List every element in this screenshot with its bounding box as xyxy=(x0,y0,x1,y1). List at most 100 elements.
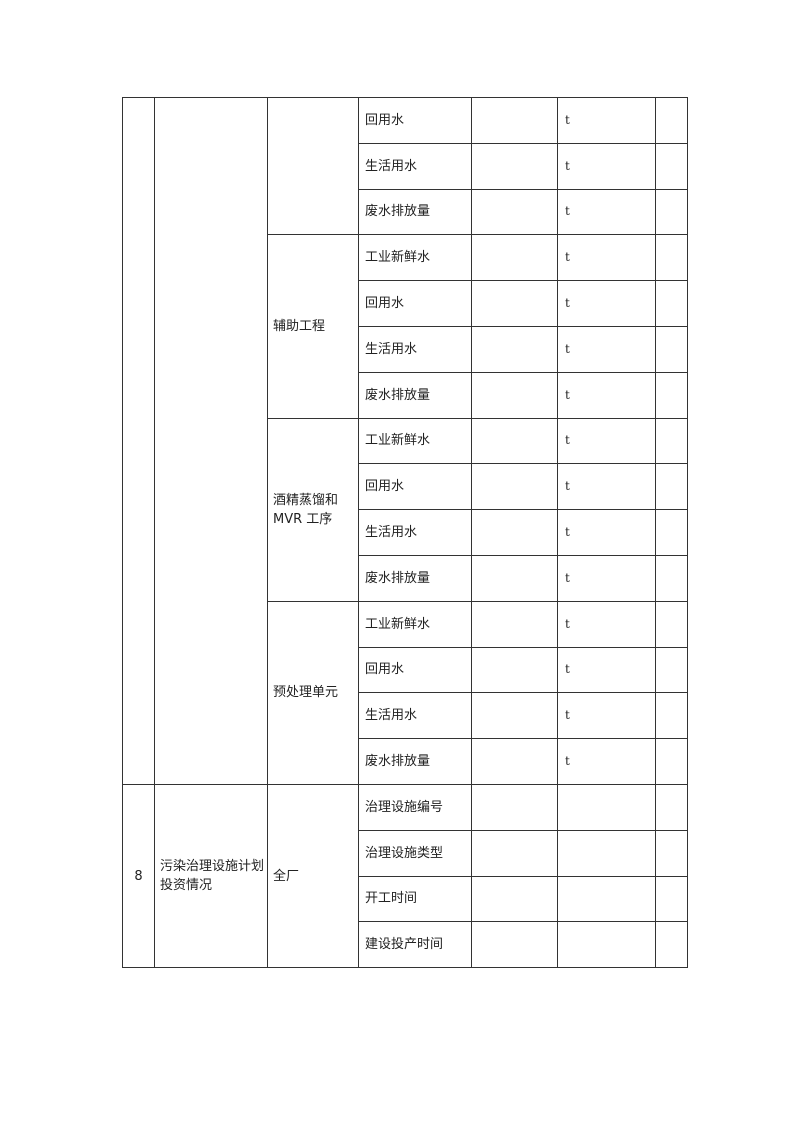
remark-cell xyxy=(655,600,688,648)
value-cell xyxy=(471,417,558,465)
value-cell xyxy=(471,738,558,785)
unit-group-cell: 预处理单元 xyxy=(267,600,359,785)
item-label-cell: 治理设施编号 xyxy=(358,783,472,831)
remark-cell xyxy=(655,509,688,556)
item-label-cell: 回用水 xyxy=(358,463,472,511)
unit-cell: t xyxy=(557,600,656,648)
water-usage-table: 回用水 t 生活用水 t 废水排放量 t 辅助工程 工业新鲜水 t 回用水 t 生活用水 t 废水排放量 t… xyxy=(122,96,688,969)
table-row: 酒精蒸馏和MVR 工序 工业新鲜水 t xyxy=(123,417,688,602)
value-cell xyxy=(471,325,558,373)
unit-group-cell: 酒精蒸馏和MVR 工序 xyxy=(267,417,359,602)
value-cell xyxy=(471,554,558,602)
item-label-cell: 回用水 xyxy=(358,97,472,144)
unit-cell: t xyxy=(557,280,656,327)
unit-cell: t xyxy=(557,509,656,556)
table-row: 回用水 t xyxy=(123,463,688,511)
remark-cell xyxy=(655,738,688,785)
item-label-cell: 建设投产时间 xyxy=(358,921,472,969)
item-label-cell: 治理设施类型 xyxy=(358,829,472,877)
table-row: 废水排放量 t xyxy=(123,554,688,602)
item-label-cell: 废水排放量 xyxy=(358,554,472,602)
value-cell xyxy=(471,600,558,648)
item-label-cell: 回用水 xyxy=(358,280,472,327)
table-row: 建设投产时间 xyxy=(123,921,688,969)
value-cell xyxy=(471,921,558,969)
value-cell xyxy=(471,234,558,282)
value-cell xyxy=(471,509,558,556)
remark-cell xyxy=(655,280,688,327)
item-label-cell: 生活用水 xyxy=(358,325,472,373)
value-cell xyxy=(471,875,558,923)
value-cell xyxy=(471,280,558,327)
unit-cell: t xyxy=(557,234,656,282)
table-row: 废水排放量 t xyxy=(123,188,688,236)
value-cell xyxy=(471,646,558,694)
table-row: 开工时间 xyxy=(123,875,688,923)
unit-cell xyxy=(557,875,656,923)
table-row: 预处理单元 工业新鲜水 t xyxy=(123,600,688,785)
serial-number-cell: 8 xyxy=(122,783,155,969)
remark-cell xyxy=(655,371,688,419)
table-row: 回用水 t xyxy=(123,646,688,694)
item-label-cell: 生活用水 xyxy=(358,509,472,556)
value-cell xyxy=(471,692,558,740)
unit-group-cell: 全厂 xyxy=(267,783,359,969)
item-label-cell: 工业新鲜水 xyxy=(358,417,472,465)
unit-group-cell xyxy=(267,96,359,236)
unit-cell: t xyxy=(557,692,656,740)
table-row: 回用水 t xyxy=(123,280,688,327)
item-label-cell: 废水排放量 xyxy=(358,738,472,785)
unit-cell: t xyxy=(557,646,656,694)
remark-cell xyxy=(655,921,688,969)
table-row: 废水排放量 t xyxy=(123,371,688,419)
table-row: 废水排放量 t xyxy=(123,738,688,785)
remark-cell xyxy=(655,234,688,282)
unit-cell: t xyxy=(557,97,656,144)
remark-cell xyxy=(655,692,688,740)
remark-cell xyxy=(655,188,688,236)
table-row: 辅助工程 工业新鲜水 t xyxy=(123,234,688,419)
unit-cell: t xyxy=(557,417,656,465)
value-cell xyxy=(471,142,558,190)
serial-number-cell xyxy=(122,97,155,785)
item-label-cell: 回用水 xyxy=(358,646,472,694)
table-row: 回用水 t xyxy=(122,96,688,785)
item-label-cell: 废水排放量 xyxy=(358,188,472,236)
table-row: 8 污染治理设施计划投资情况 全厂 治理设施编号 xyxy=(122,783,688,969)
table-row: 生活用水 t xyxy=(123,692,688,740)
unit-group-cell: 辅助工程 xyxy=(267,234,359,419)
remark-cell xyxy=(655,463,688,511)
value-cell xyxy=(471,463,558,511)
value-cell xyxy=(471,783,558,831)
remark-cell xyxy=(655,829,688,877)
value-cell xyxy=(471,97,558,144)
remark-cell xyxy=(655,783,688,831)
unit-cell xyxy=(557,829,656,877)
category-cell: 污染治理设施计划投资情况 xyxy=(154,783,268,969)
item-label-cell: 工业新鲜水 xyxy=(358,600,472,648)
unit-cell: t xyxy=(557,188,656,236)
value-cell xyxy=(471,371,558,419)
table-row: 生活用水 t xyxy=(123,325,688,373)
unit-cell: t xyxy=(557,463,656,511)
remark-cell xyxy=(655,325,688,373)
item-label-cell: 开工时间 xyxy=(358,875,472,923)
value-cell xyxy=(471,188,558,236)
unit-cell: t xyxy=(557,554,656,602)
remark-cell xyxy=(655,97,688,144)
item-label-cell: 生活用水 xyxy=(358,142,472,190)
remark-cell xyxy=(655,417,688,465)
unit-cell xyxy=(557,783,656,831)
value-cell xyxy=(471,829,558,877)
item-label-cell: 生活用水 xyxy=(358,692,472,740)
remark-cell xyxy=(655,554,688,602)
item-label-cell: 工业新鲜水 xyxy=(358,234,472,282)
remark-cell xyxy=(655,142,688,190)
unit-cell: t xyxy=(557,738,656,785)
unit-cell xyxy=(557,921,656,969)
unit-cell: t xyxy=(557,325,656,373)
remark-cell xyxy=(655,875,688,923)
unit-cell: t xyxy=(557,142,656,190)
unit-cell: t xyxy=(557,371,656,419)
category-cell xyxy=(154,97,268,785)
